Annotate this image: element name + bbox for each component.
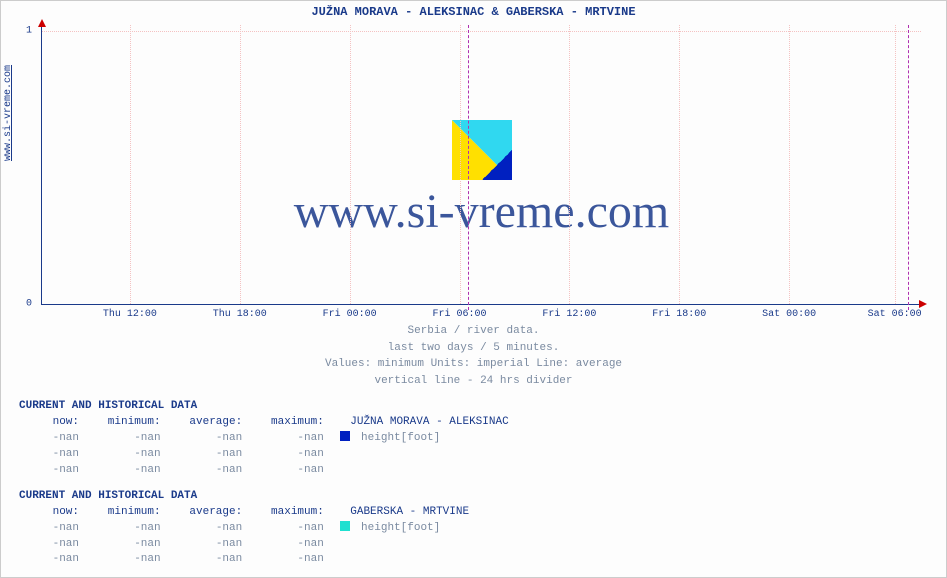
- xtick-label: Sat 06:00: [868, 309, 922, 320]
- cell: -nan: [86, 521, 161, 537]
- table-row: -nan -nan -nan -nan: [19, 463, 509, 479]
- ytick-label: 1: [26, 25, 32, 36]
- cell: -nan: [19, 447, 79, 463]
- site-label[interactable]: www.si-vreme.com: [3, 65, 14, 161]
- divider-line: [908, 25, 909, 310]
- station-name: GABERSKA - MRTVINE: [330, 506, 469, 518]
- table-columns: now: minimum: average: maximum: JUŽNA MO…: [19, 415, 509, 431]
- table-header: CURRENT AND HISTORICAL DATA: [19, 489, 509, 505]
- table-row: -nan -nan -nan -nan: [19, 552, 509, 568]
- chart-caption: Serbia / river data. last two days / 5 m…: [1, 323, 946, 389]
- gridline: [460, 25, 461, 304]
- col-min: minimum:: [86, 505, 161, 521]
- cell: -nan: [167, 447, 242, 463]
- cell: -nan: [167, 521, 242, 537]
- cell: -nan: [167, 552, 242, 568]
- table-columns: now: minimum: average: maximum: GABERSKA…: [19, 505, 509, 521]
- metric-label: height[foot]: [361, 522, 440, 534]
- cell: -nan: [167, 463, 242, 479]
- caption-line: last two days / 5 minutes.: [1, 340, 946, 357]
- cell: -nan: [86, 552, 161, 568]
- gridline: [679, 25, 680, 304]
- col-avg: average:: [167, 415, 242, 431]
- divider-line: [468, 25, 469, 310]
- caption-line: Serbia / river data.: [1, 323, 946, 340]
- xaxis-arrow-icon: [919, 300, 927, 308]
- cell: -nan: [249, 463, 324, 479]
- cell: -nan: [86, 447, 161, 463]
- cell: -nan: [249, 447, 324, 463]
- cell: -nan: [167, 431, 242, 447]
- gridline: [569, 25, 570, 304]
- gridline: [130, 25, 131, 304]
- cell: -nan: [167, 537, 242, 553]
- metric-label: height[foot]: [361, 432, 440, 444]
- col-now: now:: [19, 505, 79, 521]
- caption-line: vertical line - 24 hrs divider: [1, 373, 946, 390]
- gridline: [350, 25, 351, 304]
- col-max: maximum:: [249, 415, 324, 431]
- xtick-label: Fri 00:00: [323, 309, 377, 320]
- cell: -nan: [86, 463, 161, 479]
- gridline: [895, 25, 896, 304]
- gridline: [789, 25, 790, 304]
- series-swatch-icon: [340, 521, 350, 531]
- xtick-label: Fri 12:00: [542, 309, 596, 320]
- gridline: [42, 31, 921, 32]
- cell: -nan: [249, 537, 324, 553]
- table-block-2: CURRENT AND HISTORICAL DATA now: minimum…: [19, 489, 509, 569]
- table-row: -nan -nan -nan -nan height[foot]: [19, 521, 509, 537]
- series-swatch-icon: [340, 431, 350, 441]
- cell: -nan: [249, 552, 324, 568]
- table-header: CURRENT AND HISTORICAL DATA: [19, 399, 509, 415]
- col-now: now:: [19, 415, 79, 431]
- cell: -nan: [249, 431, 324, 447]
- xtick-label: Fri 06:00: [433, 309, 487, 320]
- yaxis-arrow-icon: [38, 19, 46, 27]
- cell: -nan: [249, 521, 324, 537]
- xtick-label: Fri 18:00: [652, 309, 706, 320]
- col-min: minimum:: [86, 415, 161, 431]
- col-max: maximum:: [249, 505, 324, 521]
- cell: -nan: [19, 552, 79, 568]
- cell: -nan: [19, 431, 79, 447]
- table-row: -nan -nan -nan -nan: [19, 537, 509, 553]
- caption-line: Values: minimum Units: imperial Line: av…: [1, 356, 946, 373]
- cell: -nan: [19, 463, 79, 479]
- xtick-label: Thu 12:00: [103, 309, 157, 320]
- data-tables: CURRENT AND HISTORICAL DATA now: minimum…: [19, 399, 509, 568]
- gridline: [240, 25, 241, 304]
- station-name: JUŽNA MORAVA - ALEKSINAC: [330, 416, 508, 428]
- table-block-1: CURRENT AND HISTORICAL DATA now: minimum…: [19, 399, 509, 479]
- chart-plot-area: www.si-vreme.com 01Thu 12:00Thu 18:00Fri…: [41, 25, 921, 305]
- col-avg: average:: [167, 505, 242, 521]
- table-row: -nan -nan -nan -nan height[foot]: [19, 431, 509, 447]
- xtick-label: Sat 00:00: [762, 309, 816, 320]
- ytick-label: 0: [26, 299, 32, 310]
- cell: -nan: [86, 431, 161, 447]
- cell: -nan: [19, 521, 79, 537]
- chart-title: JUŽNA MORAVA - ALEKSINAC & GABERSKA - MR…: [1, 5, 946, 19]
- cell: -nan: [19, 537, 79, 553]
- table-row: -nan -nan -nan -nan: [19, 447, 509, 463]
- xtick-label: Thu 18:00: [213, 309, 267, 320]
- cell: -nan: [86, 537, 161, 553]
